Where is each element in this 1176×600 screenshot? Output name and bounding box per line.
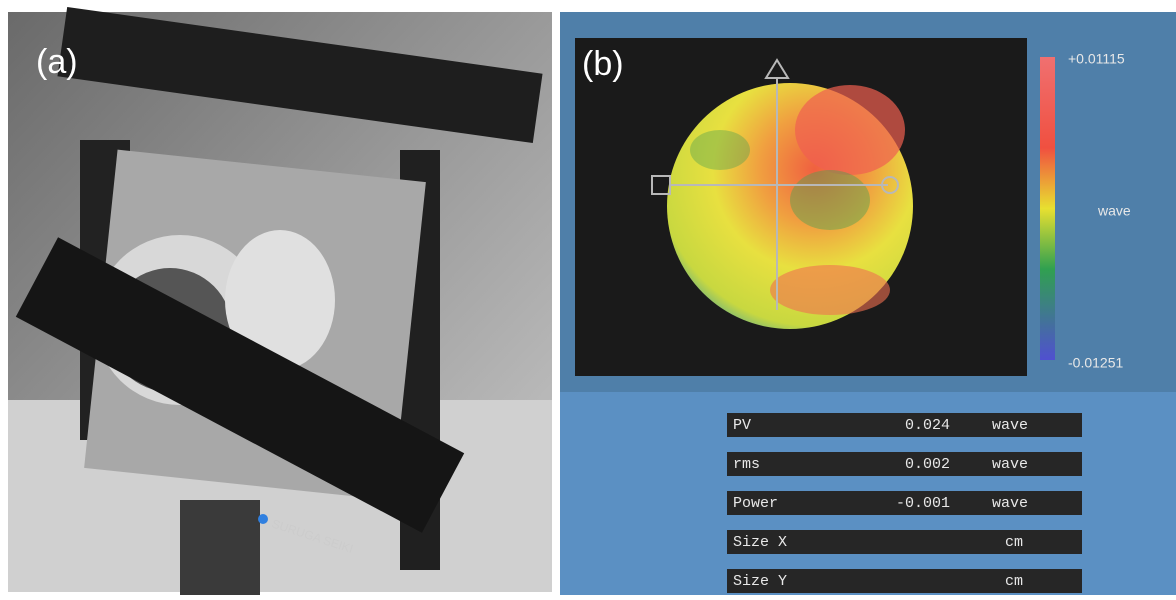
row-unit: wave bbox=[992, 495, 1028, 512]
panel-label: (a) bbox=[36, 43, 78, 81]
row-unit: cm bbox=[1005, 534, 1023, 551]
panel-label: (b) bbox=[582, 45, 624, 83]
row-value: -0.001 bbox=[896, 495, 950, 512]
row-label: Size Y bbox=[733, 573, 787, 590]
row-value: 0.024 bbox=[905, 417, 950, 434]
row-label: Size X bbox=[733, 534, 787, 551]
row-label: PV bbox=[733, 417, 751, 434]
photo bbox=[8, 7, 552, 595]
map-region bbox=[790, 170, 870, 230]
row-unit: wave bbox=[992, 456, 1028, 473]
colorbar-max: +0.01115 bbox=[1068, 51, 1125, 67]
map-region bbox=[770, 265, 890, 315]
row-label: Power bbox=[733, 495, 778, 512]
page: {"panel_a": {"label": "(a)", "stage_text… bbox=[0, 0, 1176, 595]
figure: (a) SURUGA SEIKI (b) +0.01115 wave -0.01… bbox=[0, 0, 1176, 595]
map-region bbox=[690, 130, 750, 170]
row-value: 0.002 bbox=[905, 456, 950, 473]
colorbar-unit: wave bbox=[1097, 203, 1131, 219]
row-label: rms bbox=[733, 456, 760, 473]
row-unit: wave bbox=[992, 417, 1028, 434]
colorbar bbox=[1040, 57, 1055, 360]
colorbar-min: -0.01251 bbox=[1068, 355, 1123, 371]
map-region bbox=[795, 85, 905, 175]
row-unit: cm bbox=[1005, 573, 1023, 590]
